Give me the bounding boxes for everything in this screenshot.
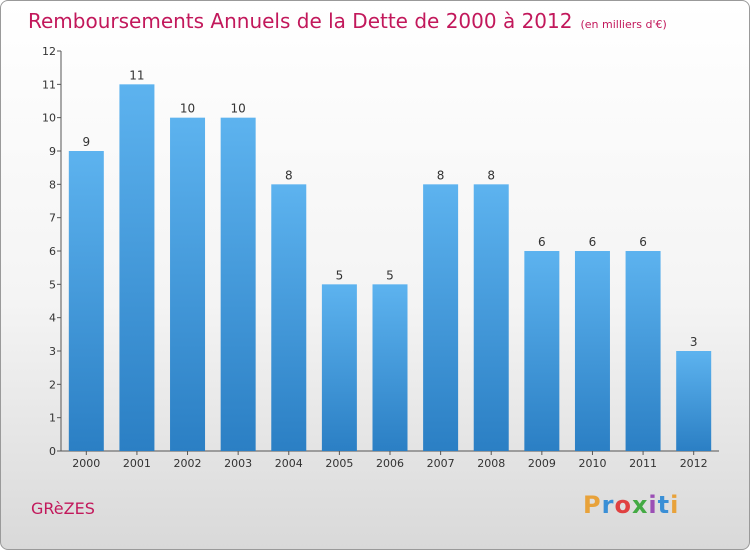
bar-value-label: 5 — [386, 268, 394, 282]
bar-value-label: 11 — [129, 68, 144, 82]
bar-value-label: 6 — [538, 235, 546, 249]
bar — [321, 284, 357, 451]
y-tick-label: 4 — [49, 312, 56, 325]
y-tick-label: 10 — [42, 112, 56, 125]
x-tick-label: 2001 — [123, 457, 151, 470]
x-tick-label: 2011 — [629, 457, 657, 470]
y-tick-label: 6 — [49, 245, 56, 258]
x-tick-label: 2002 — [174, 457, 202, 470]
bar-value-label: 10 — [231, 102, 246, 116]
bar — [68, 151, 104, 451]
bar-value-label: 9 — [82, 135, 90, 149]
proxiti-logo: Proxiti — [583, 491, 679, 519]
bar — [170, 117, 206, 452]
y-tick-label: 11 — [42, 78, 56, 91]
y-tick-label: 5 — [49, 278, 56, 291]
x-tick-label: 2003 — [224, 457, 252, 470]
x-tick-label: 2009 — [528, 457, 556, 470]
bar — [271, 184, 307, 452]
y-tick-label: 0 — [49, 445, 56, 458]
bar-value-label: 5 — [336, 268, 344, 282]
x-tick-label: 2004 — [275, 457, 303, 470]
bar — [372, 284, 408, 451]
x-tick-label: 2012 — [680, 457, 708, 470]
y-tick-label: 8 — [49, 178, 56, 191]
bar — [119, 84, 155, 451]
bar — [676, 351, 712, 451]
logo-letter: P — [583, 491, 602, 519]
y-tick-label: 7 — [49, 212, 56, 225]
bar-value-label: 8 — [285, 168, 293, 182]
logo-letter: i — [670, 491, 680, 519]
x-tick-label: 2005 — [325, 457, 353, 470]
y-tick-label: 12 — [42, 45, 56, 58]
x-tick-label: 2000 — [72, 457, 100, 470]
x-tick-label: 2008 — [477, 457, 505, 470]
chart-title: Remboursements Annuels de la Dette de 20… — [28, 9, 667, 33]
y-tick-label: 2 — [49, 378, 56, 391]
bar — [423, 184, 459, 452]
x-tick-label: 2006 — [376, 457, 404, 470]
logo-letter: i — [648, 491, 658, 519]
bar-value-label: 8 — [487, 168, 495, 182]
y-tick-label: 3 — [49, 345, 56, 358]
logo-letter: x — [631, 491, 649, 519]
bar-value-label: 6 — [639, 235, 647, 249]
logo-letter: o — [614, 491, 632, 519]
bar — [220, 117, 256, 452]
title-unit: (en milliers d'€) — [580, 18, 667, 31]
commune-name: GRèZES — [31, 499, 95, 518]
bar — [524, 251, 560, 451]
bar-value-label: 8 — [437, 168, 445, 182]
bar-value-label: 3 — [690, 335, 698, 349]
bar — [574, 251, 610, 451]
x-tick-label: 2007 — [427, 457, 455, 470]
bar-value-label: 10 — [180, 102, 195, 116]
title-text: Remboursements Annuels de la Dette de 20… — [28, 9, 573, 33]
bar — [625, 251, 661, 451]
x-tick-label: 2010 — [578, 457, 606, 470]
y-tick-label: 9 — [49, 145, 56, 158]
y-tick-label: 1 — [49, 412, 56, 425]
logo-letter: r — [601, 491, 615, 519]
logo-letter: t — [657, 491, 671, 519]
bar-value-label: 6 — [589, 235, 597, 249]
bar — [473, 184, 509, 452]
